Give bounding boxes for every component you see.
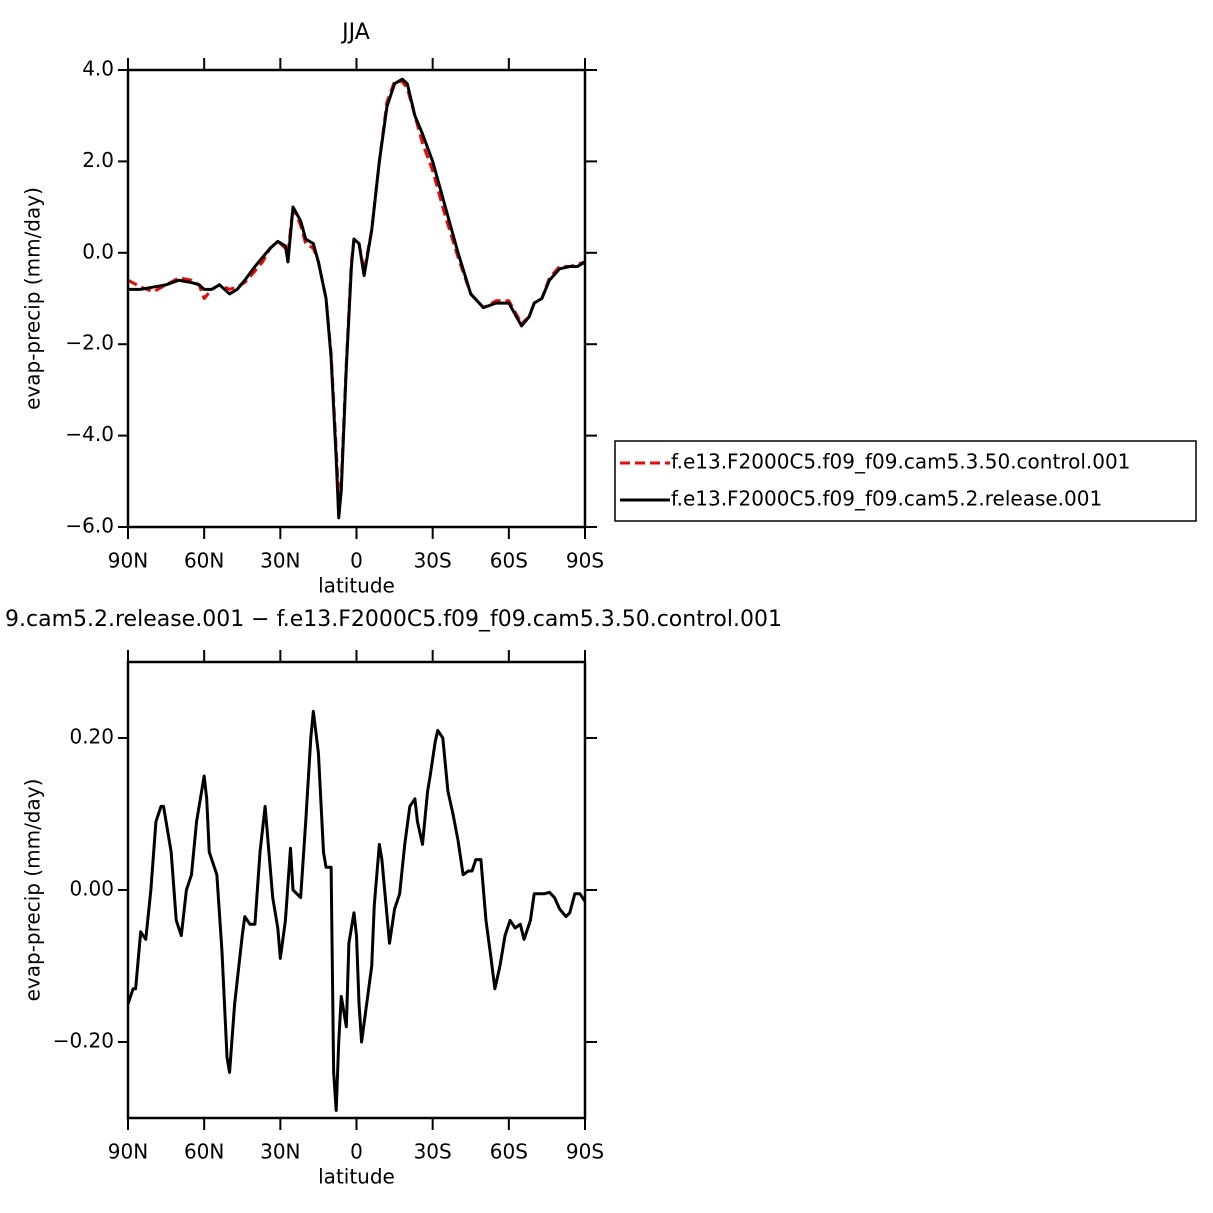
y-axis-label: evap-precip (mm/day) [21, 187, 45, 410]
data-line [128, 709, 585, 1112]
plot-frame [126, 660, 587, 1120]
x-tick-label: 90N [108, 1140, 148, 1164]
legend-label: f.e13.F2000C5.f09_f09.cam5.2.release.001 [671, 487, 1102, 511]
x-tick-label: 60S [490, 549, 528, 573]
x-tick-label: 30S [414, 549, 452, 573]
plot-area [128, 709, 585, 1112]
x-tick-label: 0 [350, 1140, 363, 1164]
y-tick-label: −0.20 [53, 1029, 114, 1053]
x-tick-label: 90N [108, 549, 148, 573]
legend-box [614, 440, 1197, 522]
y-tick-label: −4.0 [65, 422, 114, 446]
plot-area [128, 77, 585, 520]
y-tick-label: −6.0 [65, 514, 114, 538]
y-tick-label: 0.20 [69, 725, 114, 749]
y-tick-label: 0.00 [69, 877, 114, 901]
x-tick-label: 90S [566, 1140, 604, 1164]
x-tick-label: 60S [490, 1140, 528, 1164]
plot-frame [126, 68, 587, 529]
x-tick-label: 60N [184, 549, 224, 573]
chart-title: 9.cam5.2.release.001 − f.e13.F2000C5.f09… [5, 607, 782, 632]
x-tick-label: 30N [260, 1140, 300, 1164]
y-tick-label: −2.0 [65, 331, 114, 355]
x-axis-label: latitude [318, 1165, 395, 1189]
chart-title: JJA [340, 20, 370, 45]
x-tick-label: 60N [184, 1140, 224, 1164]
x-tick-label: 30N [260, 549, 300, 573]
x-tick-label: 90S [566, 549, 604, 573]
x-axis-label: latitude [318, 574, 395, 598]
x-tick-label: 0 [350, 549, 363, 573]
y-axis-label: evap-precip (mm/day) [21, 779, 45, 1002]
y-tick-label: 4.0 [82, 57, 114, 81]
y-tick-label: 0.0 [82, 239, 114, 263]
legend-label: f.e13.F2000C5.f09_f09.cam5.3.50.control.… [671, 450, 1130, 474]
y-tick-label: 2.0 [82, 148, 114, 172]
data-line [128, 79, 585, 502]
x-tick-label: 30S [414, 1140, 452, 1164]
data-line [128, 77, 585, 520]
